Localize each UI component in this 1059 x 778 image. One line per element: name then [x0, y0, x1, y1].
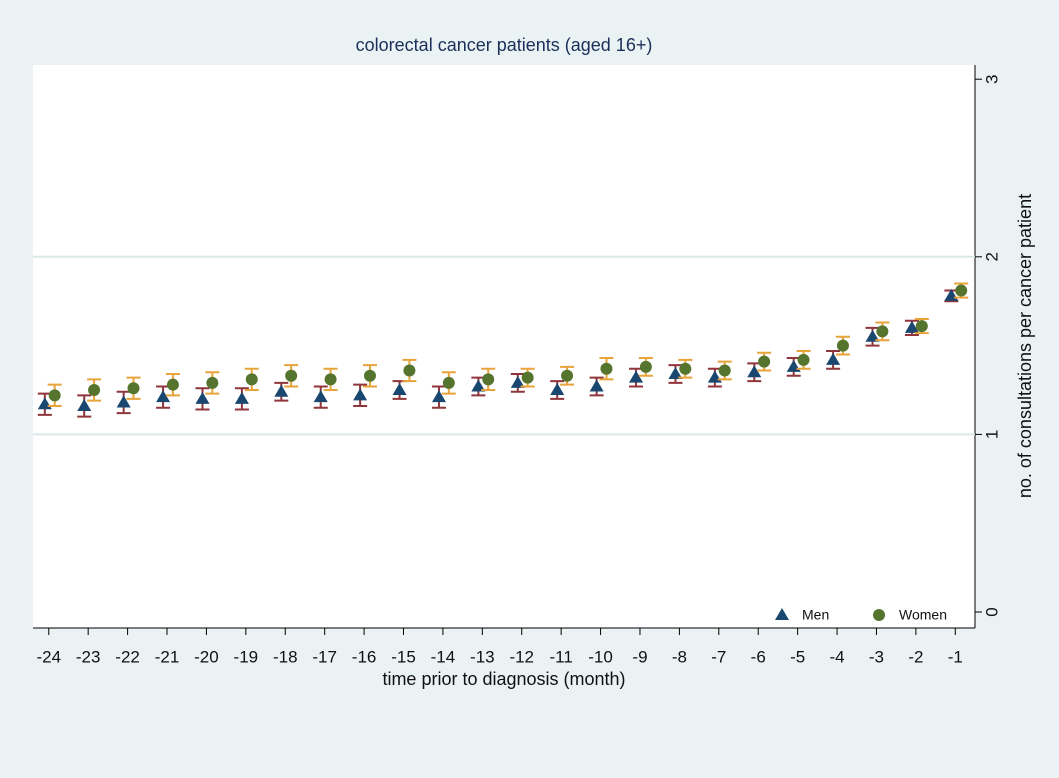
circle-marker	[836, 339, 849, 352]
x-tick-label: -23	[76, 647, 101, 666]
triangle-marker	[313, 390, 328, 403]
triangle-marker	[195, 391, 210, 404]
x-tick-label: -2	[908, 647, 923, 666]
x-tick-label: -7	[711, 647, 726, 666]
triangle-marker	[234, 391, 249, 404]
circle-marker	[797, 353, 810, 366]
triangle-marker	[747, 365, 762, 378]
triangle-marker	[589, 379, 604, 392]
plot-area	[33, 65, 975, 628]
triangle-marker	[353, 388, 368, 401]
circle-marker	[521, 371, 534, 384]
y-axis-label: no. of consultations per cancer patient	[1015, 194, 1035, 498]
triangle-marker	[668, 367, 683, 380]
circle-marker	[679, 362, 692, 375]
x-tick-label: -13	[470, 647, 495, 666]
circle-marker	[245, 373, 258, 386]
circle-marker	[482, 373, 495, 386]
x-tick-label: -1	[948, 647, 963, 666]
circle-marker	[955, 284, 968, 297]
chart-title: colorectal cancer patients (aged 16+)	[356, 35, 653, 55]
circle-marker	[127, 382, 140, 395]
triangle-marker	[77, 398, 92, 411]
triangle-marker	[274, 384, 289, 397]
circle-marker	[876, 325, 889, 338]
circle-marker	[718, 364, 731, 377]
x-tick-label: -14	[431, 647, 456, 666]
x-tick-label: -18	[273, 647, 298, 666]
triangle-marker	[156, 390, 171, 403]
y-tick-label: 3	[982, 74, 1001, 83]
x-tick-label: -6	[751, 647, 766, 666]
y-tick-label: 0	[982, 607, 1001, 616]
x-tick-label: -15	[391, 647, 416, 666]
x-tick-label: -5	[790, 647, 805, 666]
triangle-marker	[116, 395, 131, 408]
circle-marker	[442, 376, 455, 389]
triangle-marker	[904, 320, 919, 333]
x-tick-label: -20	[194, 647, 219, 666]
circle-marker	[363, 369, 376, 382]
legend-label: Women	[899, 607, 947, 623]
x-tick-label: -4	[829, 647, 844, 666]
circle-marker	[48, 389, 61, 402]
triangle-marker	[865, 329, 880, 342]
circle-marker	[285, 369, 298, 382]
triangle-marker	[550, 383, 565, 396]
triangle-marker	[510, 375, 525, 388]
x-tick-label: -21	[155, 647, 180, 666]
circle-marker	[915, 320, 928, 333]
x-tick-label: -12	[509, 647, 534, 666]
x-tick-label: -24	[36, 647, 61, 666]
x-tick-label: -11	[549, 647, 572, 666]
circle-marker	[758, 355, 771, 368]
x-tick-label: -17	[312, 647, 337, 666]
legend-marker	[873, 609, 885, 621]
x-axis-label: time prior to diagnosis (month)	[382, 669, 625, 689]
circle-marker	[639, 360, 652, 373]
circle-marker	[561, 369, 574, 382]
circle-marker	[88, 384, 101, 397]
triangle-marker	[392, 383, 407, 396]
circle-marker	[166, 378, 179, 391]
triangle-marker	[471, 379, 486, 392]
triangle-marker	[431, 390, 446, 403]
circle-marker	[403, 364, 416, 377]
x-tick-label: -9	[632, 647, 647, 666]
x-tick-label: -19	[234, 647, 259, 666]
circle-marker	[206, 376, 219, 389]
triangle-marker	[826, 352, 841, 365]
x-tick-label: -10	[588, 647, 613, 666]
x-tick-label: -22	[115, 647, 140, 666]
x-tick-label: -16	[352, 647, 377, 666]
legend-marker	[775, 608, 789, 620]
triangle-marker	[629, 370, 644, 383]
y-tick-label: 2	[982, 252, 1001, 261]
circle-marker	[324, 373, 337, 386]
x-tick-label: -3	[869, 647, 884, 666]
legend-label: Men	[802, 607, 829, 623]
x-tick-label: -8	[672, 647, 687, 666]
circle-marker	[600, 362, 613, 375]
y-tick-label: 1	[982, 430, 1001, 439]
